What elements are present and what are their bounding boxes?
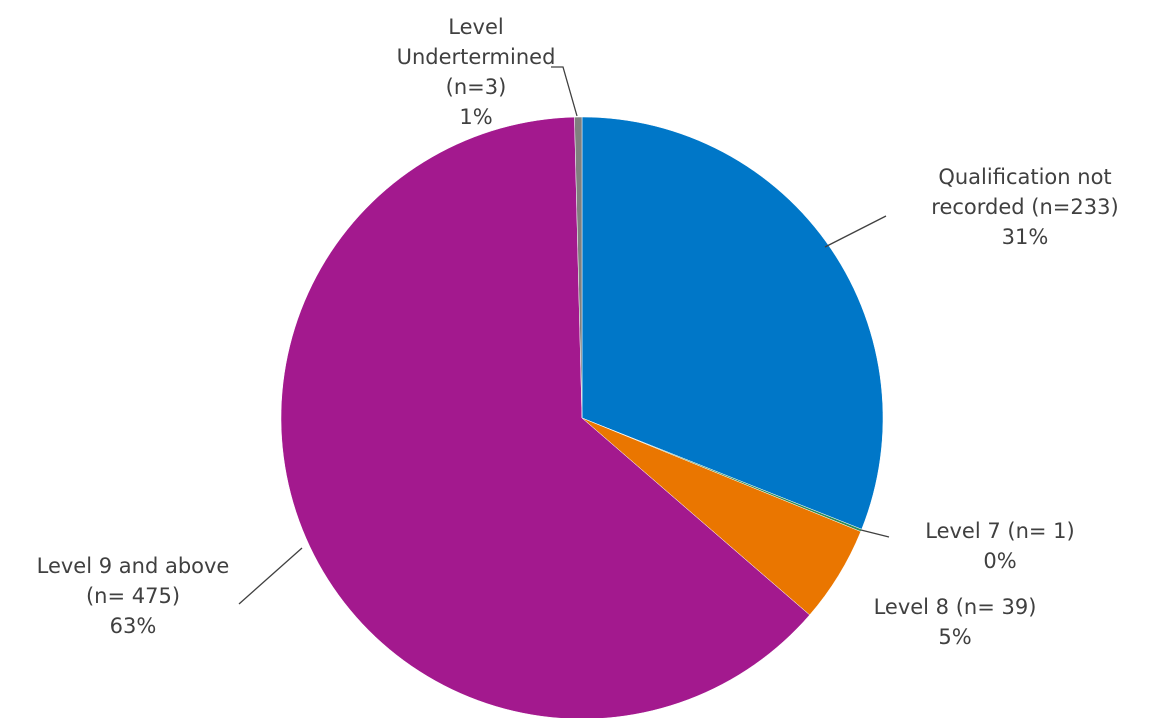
slice-label-line: (n=3)	[446, 75, 507, 99]
pie-slice-level-undertermined	[574, 116, 583, 419]
slice-label-line: 63%	[110, 614, 157, 638]
slice-labels: Qualification not recorded (n=233) 31% Leve…	[37, 15, 1119, 649]
slice-label-line: 1%	[459, 105, 492, 129]
leader-lines	[238, 66, 890, 605]
slice-label-level-8: Level 8 (n= 39) 5%	[874, 595, 1037, 649]
leader-line-qualification-not-recorded	[824, 215, 887, 248]
pie-slices	[280, 116, 884, 718]
slice-label-line: Level 9 and above	[37, 554, 230, 578]
slice-label-line: 0%	[983, 549, 1016, 573]
pie-slice-qualification-not-recorded	[581, 116, 884, 530]
slice-label-line: Level	[448, 15, 503, 39]
slice-label-line: (n= 475)	[86, 584, 180, 608]
slice-label-line: Level 7 (n= 1)	[925, 519, 1074, 543]
leader-line-level-7	[860, 529, 890, 538]
slice-label-qualification-not-recorded: Qualification not recorded (n=233) 31%	[931, 165, 1118, 249]
slice-label-line: recorded (n=233)	[931, 195, 1118, 219]
leader-line-level-undertermined	[551, 66, 578, 117]
slice-label-line: Level 8 (n= 39)	[874, 595, 1037, 619]
slice-label-line: Qualification not	[938, 165, 1111, 189]
leader-line-level-9-and-above	[238, 547, 303, 605]
slice-label-level-undertermined: Level Undertermined (n=3) 1%	[397, 15, 556, 129]
pie-slice-level-9-and-above	[280, 116, 810, 718]
slice-label-line: 5%	[938, 625, 971, 649]
slice-label-line: 31%	[1002, 225, 1049, 249]
slice-label-level-9-and-above: Level 9 and above (n= 475) 63%	[37, 554, 230, 638]
slice-label-line: Undertermined	[397, 45, 556, 69]
slice-label-level-7: Level 7 (n= 1) 0%	[925, 519, 1074, 573]
